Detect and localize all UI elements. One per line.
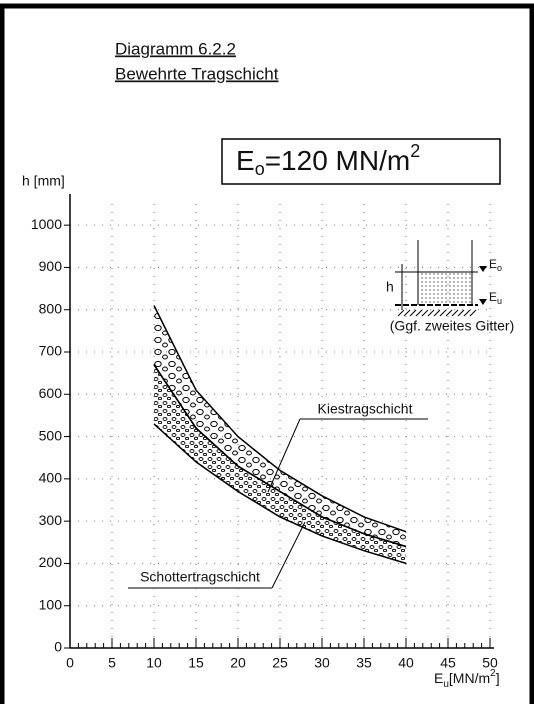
band-label: Schottertragschicht [140,569,260,585]
x-tick-label: 35 [356,655,372,671]
y-tick-label: 600 [39,385,63,401]
inset-label: Eo [489,257,502,273]
band-fill [154,305,406,547]
y-tick-label: 100 [39,596,63,612]
x-tick-label: 50 [482,655,498,671]
inset-label: h [386,279,394,295]
y-tick-label: 0 [54,639,62,655]
chart-subtitle: Bewehrte Tragschicht [115,64,279,83]
inset: h Eo Eu (Ggf. zweites Gitter) [386,240,514,334]
y-tick-label: 200 [39,554,63,570]
y-tick-label: 900 [39,258,63,274]
band-fill [154,364,406,564]
symbol: E [489,290,497,304]
superscript: 2 [490,668,496,679]
y-tick-label: 300 [39,512,63,528]
y-axis-label: h [mm] [22,173,65,189]
x-tick-label: 5 [108,655,116,671]
band-lower [153,423,407,565]
parameter-label: Eo=120 MN/m2 [236,141,420,179]
frame [0,3,534,704]
plot-area: 0 100 200 300 400 500 600 700 800 900 1000 0 5 10 15 20… [31,194,498,671]
text: =120 MN/m [265,145,411,176]
subscript: u [497,296,502,306]
x-tick-label: 30 [314,655,330,671]
symbol: E [434,670,443,686]
y-tick-label: 700 [39,343,63,359]
y-tick-label: 400 [39,470,63,486]
x-tick-label: 40 [398,655,414,671]
inset-layer [418,272,472,305]
leader-line [267,418,428,493]
x-tick-label: 10 [146,655,162,671]
symbol: E [236,145,255,176]
y-tick-label: 500 [39,427,63,443]
x-tick-label: 20 [230,655,246,671]
subscript: u [443,679,449,690]
text: ] [496,670,500,686]
parameter-box [221,138,501,185]
chart-title: Diagramm 6.2.2 [115,39,236,58]
inset-label: Eu [489,290,502,306]
band-upper [153,364,407,548]
x-axis-label: Eu[MN/m2] [434,668,500,690]
inset-hatch [397,309,477,317]
x-tick-label: 45 [440,655,456,671]
x-tick-label: 15 [188,655,204,671]
x-tick-label: 25 [272,655,288,671]
subscript: o [255,159,265,179]
y-tick-label: 1000 [31,216,62,232]
superscript: 2 [410,141,420,161]
leader-line [128,521,306,589]
band-upper [153,305,407,533]
band-label: Kiestragschicht [318,401,413,417]
y-tick-label: 800 [39,300,63,316]
x-tick-label: 0 [66,655,74,671]
subscript: o [497,263,502,273]
inset-note: (Ggf. zweites Gitter) [390,318,514,334]
symbol: E [489,257,497,271]
text: [MN/m [449,670,490,686]
